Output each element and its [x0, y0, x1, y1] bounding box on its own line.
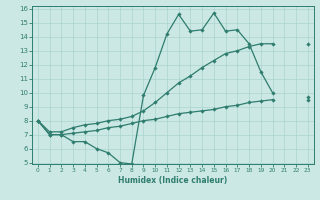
- X-axis label: Humidex (Indice chaleur): Humidex (Indice chaleur): [118, 176, 228, 185]
